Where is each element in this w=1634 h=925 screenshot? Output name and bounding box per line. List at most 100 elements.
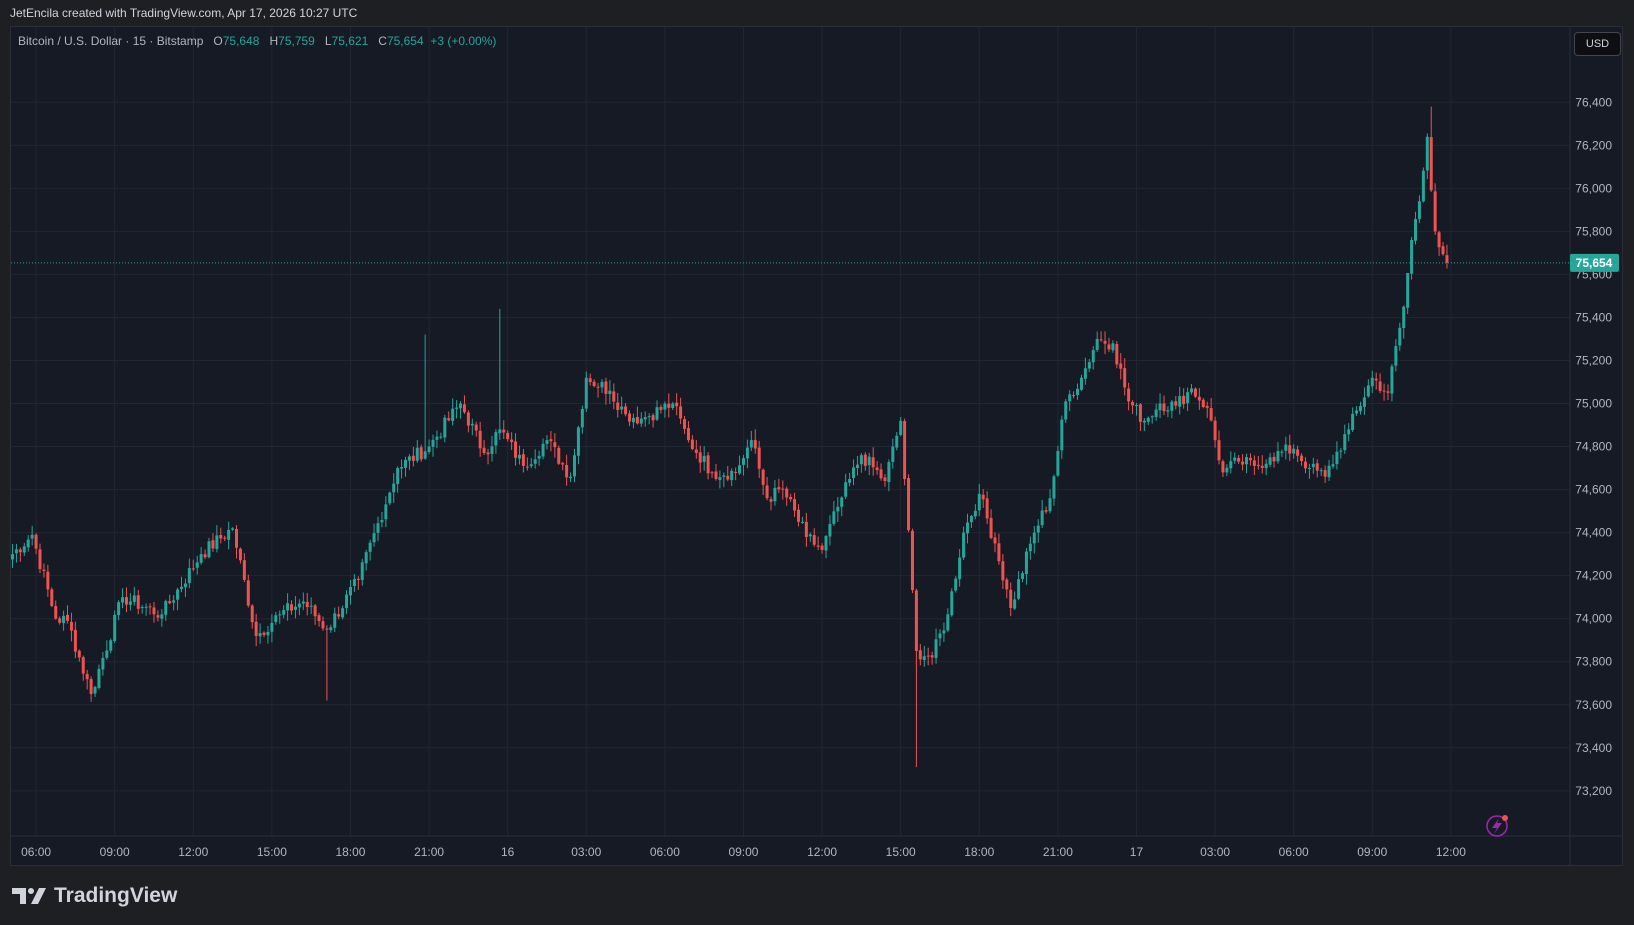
tradingview-logo[interactable]: TradingView — [12, 884, 177, 908]
candle-body-up — [608, 390, 612, 394]
x-tick-label: 03:00 — [1200, 845, 1230, 859]
candle-body-up — [1410, 240, 1414, 274]
candle-body-up — [498, 429, 502, 434]
candle-body-down — [592, 381, 596, 387]
candle-body-down — [321, 621, 325, 629]
candle-body-down — [337, 614, 341, 617]
candle-body-up — [800, 522, 804, 524]
x-tick-label: 06:00 — [1279, 845, 1309, 859]
candle-body-up — [101, 657, 105, 670]
candle-body-up — [1366, 385, 1370, 397]
candle-body-up — [372, 533, 376, 543]
symbol-legend: Bitcoin / U.S. Dollar · 15 · Bitstamp O7… — [18, 34, 496, 48]
candle-body-up — [172, 600, 176, 603]
candle-body-down — [863, 454, 867, 466]
candle-body-down — [596, 386, 600, 388]
candle-body-down — [706, 455, 710, 474]
candle-body-down — [290, 604, 294, 611]
chart-frame[interactable] — [10, 26, 1623, 866]
x-tick-label: 06:00 — [21, 845, 51, 859]
candle-body-up — [1390, 366, 1394, 394]
candle-body-down — [1193, 388, 1197, 397]
candle-body-up — [1421, 170, 1425, 202]
candle-body-down — [777, 487, 781, 490]
candle-body-up — [1425, 136, 1429, 171]
candle-body-up — [1264, 463, 1268, 469]
symbol-title[interactable]: Bitcoin / U.S. Dollar · 15 · Bitstamp — [18, 34, 204, 48]
candle-body-down — [683, 419, 687, 429]
candle-body-down — [651, 415, 655, 421]
candle-body-down — [242, 560, 246, 580]
candle-body-up — [415, 447, 419, 461]
candle-body-down — [325, 628, 329, 630]
candle-body-up — [1402, 306, 1406, 329]
candle-body-up — [832, 511, 836, 524]
candle-body-up — [105, 650, 109, 658]
candle-body-up — [455, 407, 459, 409]
candle-body-up — [1021, 573, 1025, 579]
candle-body-down — [478, 430, 482, 449]
candle-body-down — [223, 537, 227, 539]
candle-body-up — [132, 595, 136, 602]
low-value: 75,621 — [331, 34, 369, 48]
candle-body-up — [183, 583, 187, 588]
candle-body-up — [655, 407, 659, 420]
y-tick-label: 73,400 — [1575, 741, 1612, 755]
candle-body-up — [109, 640, 113, 651]
candle-body-down — [553, 442, 557, 448]
candle-body-down — [1248, 457, 1252, 461]
candle-body-up — [859, 455, 863, 465]
y-tick-label: 75,400 — [1575, 310, 1612, 324]
candle-body-down — [997, 543, 1001, 562]
candle-body-up — [1146, 417, 1150, 422]
candle-body-down — [42, 569, 46, 572]
x-tick-label: 06:00 — [650, 845, 680, 859]
candle-body-down — [462, 404, 466, 413]
candle-body-down — [1256, 464, 1260, 466]
candle-body-up — [227, 529, 231, 540]
candle-body-up — [1024, 551, 1028, 575]
candle-body-up — [584, 377, 588, 409]
candle-body-up — [1048, 498, 1052, 512]
candle-body-down — [757, 447, 761, 469]
candle-body-down — [675, 402, 679, 407]
candle-body-down — [58, 618, 62, 623]
candle-body-up — [1394, 346, 1398, 366]
candle-body-down — [761, 469, 765, 485]
candle-body-down — [789, 496, 793, 500]
candle-body-up — [855, 464, 859, 468]
candle-body-up — [494, 432, 498, 446]
candle-body-up — [537, 455, 541, 459]
candle-body-down — [1107, 344, 1111, 350]
replay-lightning-icon[interactable] — [1486, 815, 1508, 837]
last-price-label: 75,654 — [1576, 256, 1613, 270]
high-value: 75,759 — [278, 34, 315, 48]
candle-body-up — [1158, 403, 1162, 411]
candle-body-down — [66, 614, 70, 621]
candle-body-up — [1280, 451, 1284, 453]
candle-body-down — [1131, 402, 1135, 406]
tradingview-logo-icon — [12, 888, 46, 904]
y-tick-label: 74,400 — [1575, 526, 1612, 540]
candle-body-up — [164, 601, 168, 615]
candle-body-up — [423, 451, 427, 459]
candle-body-down — [1201, 399, 1205, 408]
attribution-text: JetEncila created with TradingView.com, … — [10, 6, 358, 20]
candle-body-up — [11, 554, 14, 560]
y-tick-label: 76,400 — [1575, 95, 1612, 109]
candle-body-down — [910, 530, 914, 591]
candle-body-down — [1241, 461, 1245, 465]
candle-body-down — [54, 606, 58, 619]
candle-body-down — [659, 406, 663, 410]
x-tick-label: 21:00 — [1043, 845, 1073, 859]
candle-body-up — [977, 493, 981, 511]
candle-body-up — [1311, 463, 1315, 468]
currency-button[interactable]: USD — [1574, 32, 1621, 56]
candle-body-down — [1138, 404, 1142, 422]
candle-body-up — [1225, 467, 1229, 473]
candle-body-down — [305, 601, 309, 608]
candle-body-down — [628, 413, 632, 422]
candle-body-up — [867, 456, 871, 466]
candle-body-down — [714, 471, 718, 479]
